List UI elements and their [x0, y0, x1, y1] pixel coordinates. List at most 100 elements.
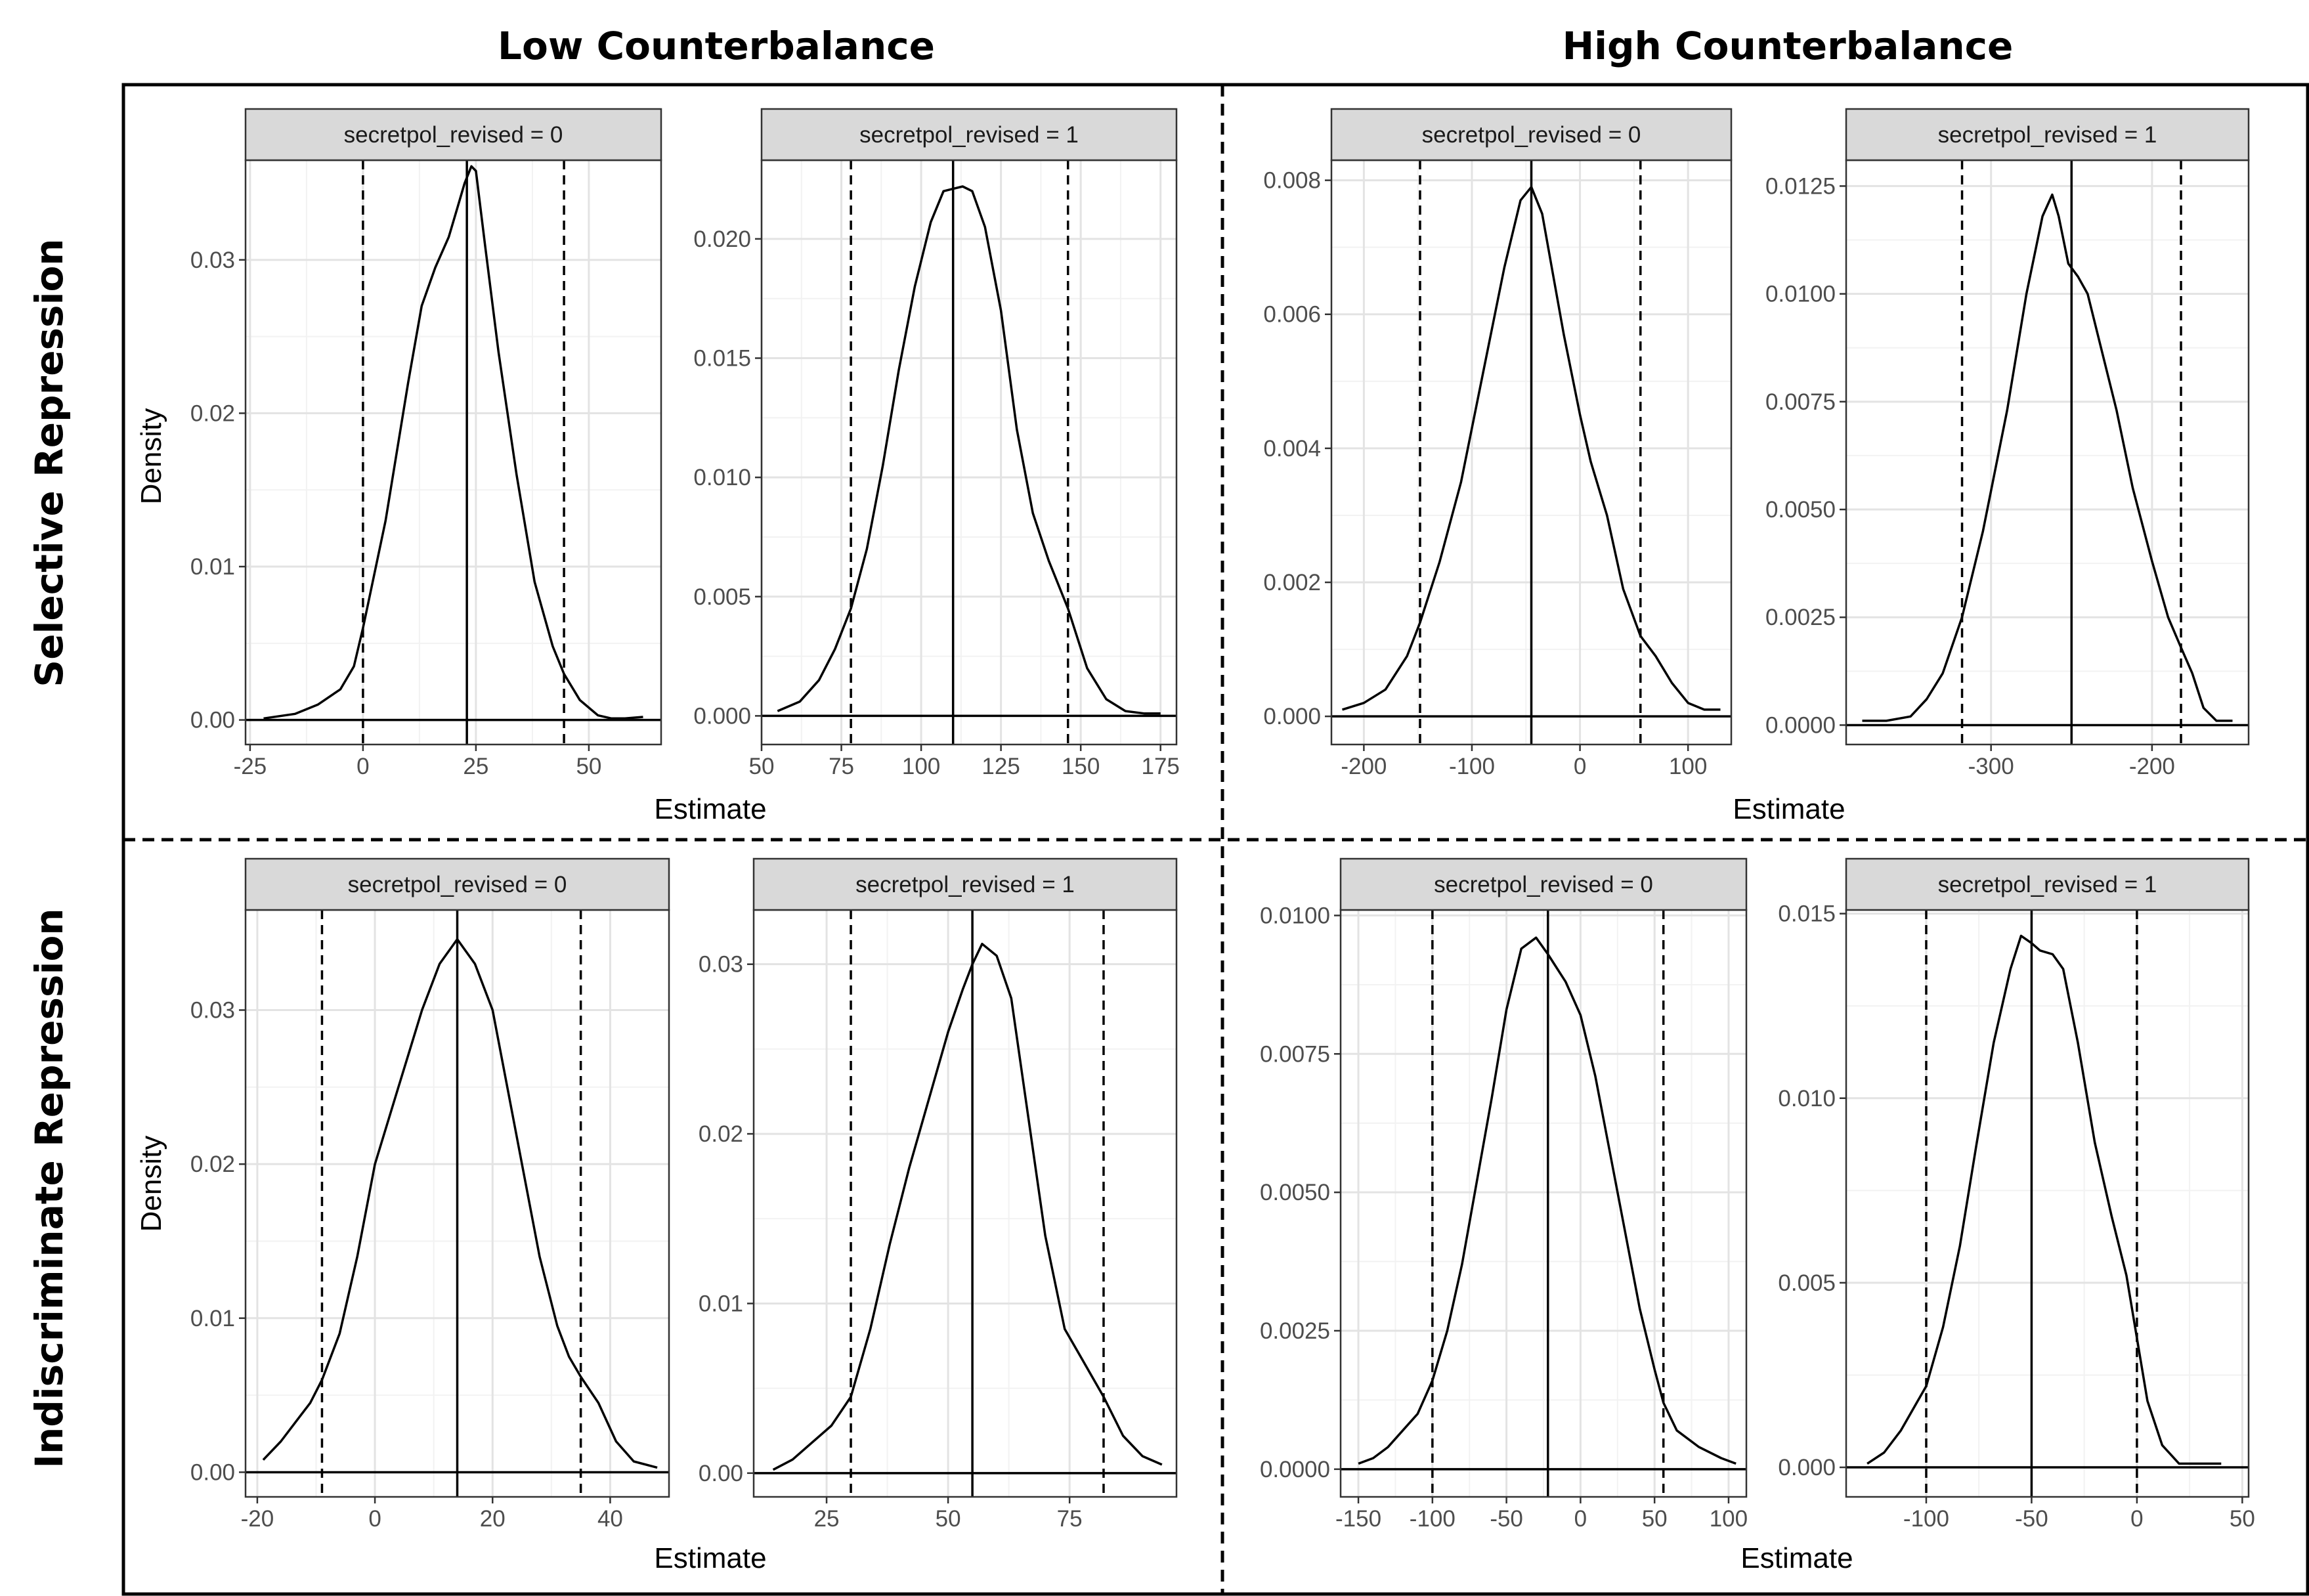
x-tick-label: 50 — [576, 754, 601, 779]
facet-strip — [1845, 108, 2250, 162]
y-tick-label: 0.005 — [1778, 1270, 1836, 1296]
x-tick-label: 0 — [356, 754, 369, 779]
facet-panel: secretpol_revised = 1 50 75 100 125 150 175 0.0… — [693, 108, 1180, 779]
col-title-low-counterbalance: Low Counterbalance — [498, 24, 935, 68]
panel-background — [1846, 910, 2249, 1497]
x-tick-label: -50 — [1490, 1506, 1523, 1532]
panel-background — [1846, 160, 2249, 744]
density-curve — [1341, 186, 1721, 711]
y-tick-label: 0.0075 — [1260, 1041, 1330, 1067]
x-tick-label: 50 — [1642, 1506, 1668, 1532]
x-tick-label: -25 — [234, 754, 267, 779]
y-tick-label: 0.004 — [1263, 436, 1321, 462]
facet-strip-label: secretpol_revised = 1 — [859, 122, 1079, 148]
facet-strip-label: secretpol_revised = 1 — [855, 872, 1075, 897]
facet-panel: secretpol_revised = 0 -150 -100 -50 0 50 100 0.… — [1260, 857, 1748, 1532]
y-tick-label: 0.006 — [1263, 302, 1321, 328]
y-tick-label: 0.03 — [190, 248, 235, 273]
x-tick-label: -50 — [2015, 1506, 2048, 1532]
row-title-selective-repression: Selective Repression — [27, 238, 72, 687]
facet-panel: secretpol_revised = 1 -100 -50 0 50 0.000 0.00… — [1778, 857, 2255, 1532]
y-tick-label: 0.0000 — [1260, 1457, 1330, 1482]
facet-panel: secretpol_revised = 1 -300 -200 0.0000 0.002… — [1765, 108, 2250, 779]
y-tick-label: 0.005 — [693, 584, 751, 610]
y-tick-label: 0.0050 — [1765, 497, 1836, 523]
x-tick-label: -100 — [1449, 754, 1495, 779]
facet-strip-label: secretpol_revised = 0 — [1434, 872, 1653, 897]
x-tick-label: 50 — [2230, 1506, 2255, 1532]
panel-background — [754, 910, 1176, 1497]
facet-strip-label: secretpol_revised = 1 — [1938, 872, 2157, 897]
facet-panel: secretpol_revised = 0 -20 0 20 40 0.00 0.01 0.0… — [190, 857, 670, 1532]
facet-strip — [760, 108, 1178, 162]
y-tick-label: 0.020 — [693, 226, 751, 252]
y-tick-label: 0.00 — [190, 708, 235, 733]
y-tick-label: 0.02 — [190, 400, 235, 426]
x-tick-label: -100 — [1410, 1506, 1456, 1532]
y-tick-label: 0.03 — [699, 952, 743, 978]
facet-strip-label: secretpol_revised = 0 — [348, 872, 567, 897]
panel-background — [246, 160, 661, 744]
facet-strip-label: secretpol_revised = 1 — [1938, 122, 2157, 148]
y-axis-title: Density — [135, 408, 167, 505]
row-title-indiscriminate-repression: Indiscriminate Repression — [27, 908, 72, 1468]
x-axis-title: Estimate — [654, 1542, 766, 1574]
x-tick-label: 0 — [2130, 1506, 2143, 1532]
facet-strip — [244, 857, 670, 911]
y-tick-label: 0.02 — [699, 1121, 743, 1147]
y-tick-label: 0.0125 — [1765, 173, 1836, 199]
y-tick-label: 0.01 — [699, 1291, 743, 1316]
x-tick-label: 40 — [597, 1506, 623, 1532]
x-axis-title: Estimate — [1740, 1542, 1853, 1574]
x-tick-label: 150 — [1062, 754, 1100, 779]
x-tick-label: 100 — [1710, 1506, 1748, 1532]
y-tick-label: 0.01 — [190, 554, 235, 580]
x-tick-label: 25 — [814, 1506, 840, 1532]
facet-strip-label: secretpol_revised = 0 — [1422, 122, 1641, 148]
col-title-high-counterbalance: High Counterbalance — [1563, 24, 2014, 68]
x-tick-label: 75 — [1057, 1506, 1083, 1532]
facet-panels: secretpol_revised = 0 -25 0 25 50 0.00 0.01 0.0… — [190, 108, 2255, 1532]
x-tick-label: -300 — [1968, 754, 2014, 779]
x-tick-label: -100 — [1903, 1506, 1949, 1532]
panel-background — [762, 160, 1176, 744]
facet-strip — [244, 108, 662, 162]
x-tick-label: 0 — [1574, 1506, 1587, 1532]
y-tick-label: 0.0100 — [1260, 903, 1330, 928]
y-tick-label: 0.02 — [190, 1152, 235, 1177]
facet-strip-label: secretpol_revised = 0 — [344, 122, 563, 148]
y-tick-label: 0.03 — [190, 998, 235, 1024]
y-tick-label: 0.015 — [1778, 901, 1836, 927]
x-tick-label: 175 — [1141, 754, 1179, 779]
x-tick-label: -200 — [2129, 754, 2175, 779]
density-curve — [777, 185, 1161, 715]
facet-strip — [752, 857, 1178, 911]
y-tick-label: 0.0025 — [1765, 605, 1836, 630]
y-tick-label: 0.0100 — [1765, 282, 1836, 307]
x-tick-label: 125 — [982, 754, 1020, 779]
y-tick-label: 0.000 — [693, 703, 751, 729]
facet-panel: secretpol_revised = 1 25 50 75 0.00 0.01 0.02 0… — [699, 857, 1178, 1532]
y-tick-label: 0.000 — [1778, 1455, 1836, 1480]
y-tick-label: 0.010 — [693, 465, 751, 490]
x-tick-label: -20 — [241, 1506, 274, 1532]
y-tick-label: 0.000 — [1263, 704, 1321, 729]
facet-strip — [1330, 108, 1733, 162]
x-tick-label: -150 — [1335, 1506, 1381, 1532]
y-tick-label: 0.010 — [1778, 1086, 1836, 1111]
y-tick-label: 0.01 — [190, 1306, 235, 1331]
x-tick-label: 0 — [1574, 754, 1586, 779]
x-tick-label: 100 — [1669, 754, 1707, 779]
y-tick-label: 0.00 — [190, 1459, 235, 1485]
y-tick-label: 0.002 — [1263, 570, 1321, 595]
x-tick-label: 0 — [368, 1506, 381, 1532]
density-curve — [1358, 936, 1737, 1465]
y-tick-label: 0.0025 — [1260, 1318, 1330, 1344]
x-tick-label: 20 — [480, 1506, 506, 1532]
x-tick-label: 75 — [829, 754, 854, 779]
facet-strip — [1339, 857, 1748, 911]
y-tick-label: 0.0075 — [1765, 389, 1836, 415]
y-axis-title: Density — [135, 1136, 167, 1232]
y-tick-label: 0.0050 — [1260, 1180, 1330, 1205]
